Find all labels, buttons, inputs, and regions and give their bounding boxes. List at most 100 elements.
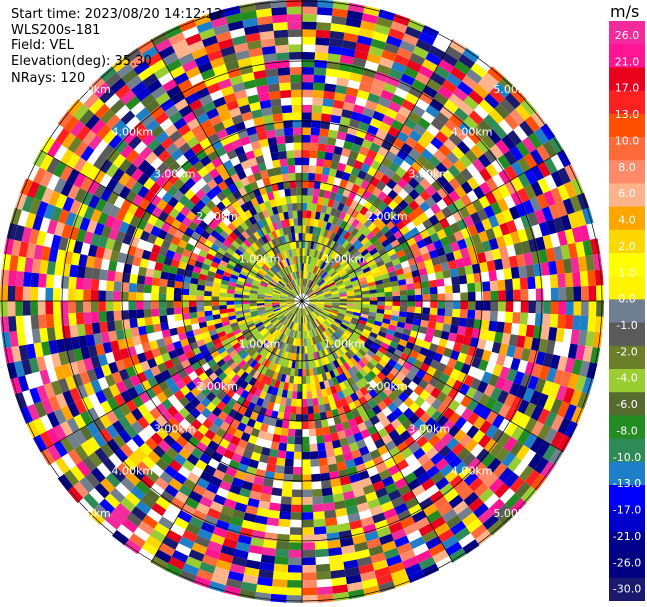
ppi-gate-cell: [449, 474, 464, 489]
ppi-gate-cell: [315, 290, 323, 295]
ppi-gate-cell: [270, 410, 279, 420]
ppi-gate-cell: [517, 172, 531, 188]
ppi-gate-cell: [411, 79, 427, 92]
ppi-gate-cell: [303, 308, 306, 316]
ppi-gate-cell: [195, 130, 208, 143]
ppi-gate-cell: [252, 317, 261, 323]
ppi-gate-cell: [100, 477, 116, 494]
ppi-gate-cell: [343, 222, 352, 232]
ppi-gate-cell: [189, 312, 198, 319]
ppi-gate-cell: [388, 270, 397, 278]
ppi-gate-cell: [305, 338, 310, 347]
ppi-gate-cell: [415, 516, 431, 530]
ppi-gate-cell: [209, 501, 224, 513]
ppi-gate-cell: [424, 259, 434, 268]
ppi-gate-cell: [212, 282, 221, 289]
ppi-gate-cell: [50, 206, 63, 222]
ppi-gate-cell: [438, 254, 448, 264]
ppi-gate-cell: [133, 447, 148, 462]
ppi-gate-cell: [273, 330, 280, 338]
ppi-gate-cell: [226, 308, 235, 313]
ppi-gate-cell: [272, 578, 288, 588]
ppi-gate-cell: [235, 206, 245, 216]
ppi-gate-cell: [463, 115, 479, 131]
ppi-gate-cell: [456, 140, 471, 155]
ppi-gate-cell: [449, 547, 467, 563]
ppi-gate-cell: [219, 304, 227, 310]
ppi-gate-cell: [362, 266, 371, 274]
ppi-gate-cell: [228, 335, 237, 343]
ppi-gate-cell: [226, 304, 235, 309]
ppi-gate-cell: [198, 273, 208, 281]
ppi-gate-cell: [150, 463, 165, 478]
ppi-gate-cell: [115, 502, 131, 519]
ppi-gate-cell: [292, 119, 302, 128]
ppi-gate-cell: [488, 351, 499, 364]
ppi-gate-cell: [302, 82, 314, 90]
ppi-gate-cell: [438, 143, 452, 157]
ppi-gate-cell: [119, 347, 130, 360]
ppi-gate-cell: [375, 283, 385, 290]
ppi-gate-cell: [253, 250, 262, 259]
ppi-gate-cell: [399, 366, 410, 377]
ppi-gate-cell: [339, 220, 348, 230]
ppi-gate-cell: [413, 418, 425, 431]
ppi-gate-cell: [297, 383, 302, 392]
ppi-gate-cell: [352, 57, 367, 68]
ppi-gate-cell: [331, 323, 339, 330]
ppi-gate-cell: [373, 207, 383, 217]
ppi-gate-cell: [396, 321, 406, 329]
ppi-gate-cell: [67, 288, 76, 301]
ppi-gate-cell: [312, 352, 318, 361]
ppi-gate-cell: [402, 266, 412, 274]
ppi-gate-cell: [396, 130, 409, 143]
ppi-gate-cell: [465, 386, 477, 400]
ppi-gate-cell: [254, 274, 263, 281]
ppi-gate-cell: [162, 203, 174, 215]
ppi-gate-cell: [125, 115, 141, 131]
ppi-gate-cell: [331, 485, 343, 495]
ppi-gate-cell: [86, 180, 100, 195]
ppi-gate-cell: [318, 325, 325, 333]
ppi-gate-cell: [225, 124, 238, 136]
ppi-gate-cell: [141, 541, 159, 557]
ppi-gate-cell: [423, 429, 436, 442]
ppi-gate-cell: [151, 206, 163, 218]
ppi-gate-cell: [474, 221, 486, 234]
ppi-gate-cell: [314, 52, 329, 61]
ppi-gate-cell: [281, 104, 293, 114]
ppi-gate-cell: [433, 439, 447, 453]
ppi-gate-cell: [478, 359, 489, 372]
ppi-gate-cell: [369, 505, 384, 517]
ppi-gate-cell: [287, 297, 295, 300]
ppi-gate-cell: [279, 503, 292, 513]
ppi-gate-cell: [412, 45, 429, 59]
ppi-gate-cell: [291, 104, 302, 113]
ppi-gate-cell: [297, 217, 302, 226]
ppi-gate-cell: [274, 229, 282, 238]
ppi-gate-cell: [120, 144, 134, 159]
ppi-gate-cell: [58, 351, 69, 366]
ppi-gate-cell: [317, 317, 324, 324]
ppi-gate-cell: [313, 286, 321, 293]
ppi-gate-cell: [572, 315, 581, 331]
ppi-gate-cell: [201, 204, 212, 216]
ppi-gate-cell: [54, 262, 64, 276]
ppi-gate-cell: [452, 308, 461, 318]
ppi-gate-cell: [314, 288, 322, 294]
ppi-gate-cell: [251, 329, 260, 337]
ppi-gate-cell: [164, 359, 175, 370]
ppi-gate-cell: [274, 364, 282, 373]
ppi-gate-cell: [175, 319, 184, 328]
ppi-gate-cell: [279, 269, 286, 277]
ppi-gate-cell: [294, 444, 302, 452]
ppi-gate-cell: [248, 458, 260, 469]
ppi-gate-cell: [485, 424, 499, 439]
ppi-gate-cell: [320, 261, 327, 270]
ppi-gate-cell: [308, 294, 317, 299]
ppi-gate-cell: [314, 309, 321, 315]
ppi-gate-cell: [302, 285, 305, 294]
ppi-gate-cell: [295, 414, 302, 422]
ppi-gate-cell: [275, 322, 282, 330]
ppi-gate-cell: [341, 204, 350, 214]
